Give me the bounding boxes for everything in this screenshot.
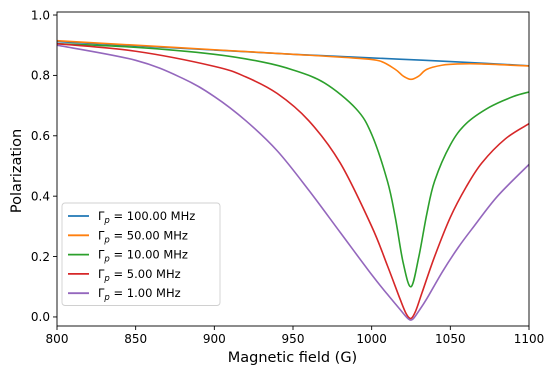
y-tick-label: 0.0 bbox=[31, 310, 50, 324]
series-line-2 bbox=[57, 42, 529, 288]
x-tick-label: 1100 bbox=[514, 332, 545, 346]
x-tick-label: 800 bbox=[46, 332, 69, 346]
series-line-1 bbox=[57, 39, 529, 81]
legend: Γp = 100.00 MHz Γp = 50.00 MHz Γp = 10.00 … bbox=[61, 202, 221, 306]
y-axis-label: Polarization bbox=[9, 129, 25, 213]
legend-label: Γp = 1.00 MHz bbox=[98, 286, 181, 303]
x-tick-label: 1050 bbox=[435, 332, 466, 346]
y-tick-label: 0.8 bbox=[31, 69, 50, 83]
legend-label: Γp = 10.00 MHz bbox=[98, 248, 188, 265]
series-line-3 bbox=[57, 42, 529, 320]
x-tick-label: 850 bbox=[124, 332, 147, 346]
x-axis-label: Magnetic field (G) bbox=[228, 350, 357, 366]
x-tick-label: 950 bbox=[282, 332, 305, 346]
axes: 800 850 900 950 1000 1050 1100 0.0 0.2 0.4 0.6 0.8 1… bbox=[31, 8, 544, 346]
legend-label: Γp = 100.00 MHz bbox=[98, 209, 195, 226]
x-tick-label: 900 bbox=[203, 332, 226, 346]
y-tick-label: 0.2 bbox=[31, 250, 50, 264]
y-tick-label: 1.0 bbox=[31, 8, 50, 22]
series-line-4 bbox=[57, 44, 529, 321]
y-tick-label: 0.6 bbox=[31, 129, 50, 143]
x-tick-label: 1000 bbox=[356, 332, 387, 346]
y-tick-label: 0.4 bbox=[31, 189, 50, 203]
legend-label: Γp = 50.00 MHz bbox=[98, 228, 188, 245]
legend-box bbox=[61, 202, 221, 306]
legend-label: Γp = 5.00 MHz bbox=[98, 267, 181, 284]
plot-lines bbox=[57, 39, 529, 321]
